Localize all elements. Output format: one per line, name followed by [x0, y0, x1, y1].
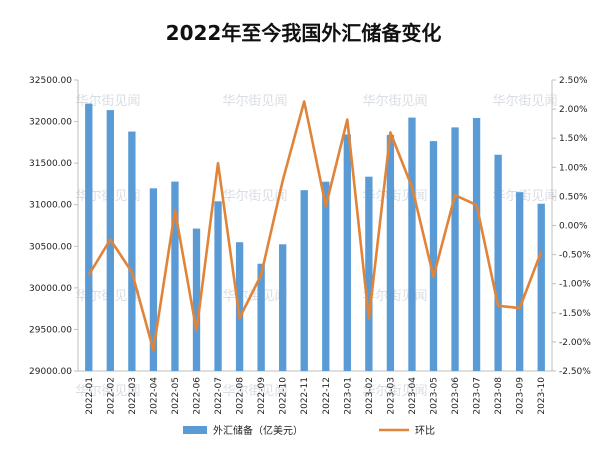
- x-tick-label: 2023-03: [386, 377, 396, 415]
- bar: [322, 181, 330, 371]
- watermark-text: 华尔街见闻: [492, 94, 557, 109]
- x-tick-label: 2022-01: [85, 377, 95, 415]
- x-tick-label: 2023-06: [451, 377, 461, 415]
- x-tick-label: 2022-09: [257, 377, 267, 415]
- bar: [516, 192, 524, 371]
- watermark-text: 华尔街见闻: [222, 384, 287, 399]
- y-right-tick-label: 0.00%: [559, 222, 588, 232]
- x-tick-label: 2022-07: [214, 377, 224, 415]
- x-tick-label: 2023-02: [365, 377, 375, 415]
- bar: [343, 134, 351, 371]
- watermark-text: 华尔街见闻: [492, 189, 557, 204]
- bar: [85, 103, 93, 371]
- y-right-tick-label: -2.00%: [559, 338, 591, 348]
- y-right-tick-label: 2.50%: [559, 76, 588, 86]
- legend-label-bar: 外汇储备（亿美元）: [213, 424, 303, 437]
- y-left-tick-label: 29500.00: [29, 325, 72, 335]
- bar: [171, 181, 179, 371]
- bar: [235, 242, 244, 371]
- y-left-tick-label: 30000.00: [29, 284, 72, 294]
- watermark-text: 华尔街见闻: [75, 384, 140, 399]
- y-left-tick-label: 32000.00: [29, 118, 72, 128]
- y-right-tick-label: -1.50%: [559, 309, 591, 319]
- watermark-text: 华尔街见闻: [222, 94, 287, 109]
- y-left-tick-label: 31500.00: [29, 159, 72, 169]
- watermark-text: 华尔街见闻: [362, 94, 427, 109]
- y-right-tick-label: 1.50%: [559, 134, 588, 144]
- bar: [279, 244, 287, 371]
- x-tick-label: 2023-05: [430, 377, 440, 415]
- bar: [386, 134, 395, 371]
- bars-layer: [85, 103, 545, 372]
- series-line: [87, 100, 543, 352]
- x-tick-label: 2023-10: [537, 377, 547, 415]
- line-layer: [87, 100, 543, 352]
- x-tick-label: 2023-01: [343, 377, 353, 415]
- y-right-tick-label: 0.50%: [559, 192, 588, 202]
- bar: [257, 263, 265, 371]
- x-tick-label: 2022-08: [236, 377, 246, 415]
- bar: [192, 228, 201, 371]
- y-left-tick-label: 30500.00: [29, 242, 72, 252]
- y-left-tick-label: 29000.00: [29, 367, 72, 377]
- x-tick-label: 2022-03: [128, 377, 138, 415]
- y-right-tick-label: 2.00%: [559, 105, 588, 115]
- legend: 外汇储备（亿美元） 环比: [183, 424, 435, 437]
- x-tick-label: 2023-09: [516, 377, 526, 415]
- bar: [408, 117, 416, 372]
- chart-title: 2022年至今我国外汇储备变化: [166, 21, 442, 45]
- bar: [300, 190, 308, 371]
- watermark-text: 华尔街见闻: [362, 384, 427, 399]
- x-tick-label: 2022-11: [300, 377, 310, 415]
- x-tick-label: 2022-10: [279, 377, 289, 415]
- credit-watermark: 知乎 @解开观商: [460, 420, 555, 436]
- x-tick-label: 2022-05: [171, 377, 181, 415]
- bar: [128, 131, 136, 371]
- bar: [494, 154, 502, 371]
- y-right-tick-label: -0.50%: [559, 251, 591, 261]
- x-tick-label: 2023-04: [408, 377, 418, 415]
- x-tick-label: 2022-02: [106, 377, 116, 415]
- y-right-tick-label: -2.50%: [559, 367, 591, 377]
- bar: [451, 127, 459, 372]
- bar: [365, 176, 373, 371]
- y-left-tick-label: 32500.00: [29, 76, 72, 86]
- x-tick-label: 2022-12: [322, 377, 332, 415]
- x-tick-label: 2023-07: [473, 377, 483, 415]
- legend-swatch-bar: [183, 426, 207, 434]
- bar: [537, 203, 545, 371]
- bar: [149, 188, 158, 371]
- bar: [429, 141, 438, 371]
- x-tick-label: 2023-08: [494, 377, 504, 415]
- bar: [472, 117, 481, 372]
- y-right-tick-label: 1.00%: [559, 163, 588, 173]
- bar: [214, 201, 222, 371]
- legend-label-line: 环比: [415, 425, 435, 437]
- x-tick-label: 2022-06: [193, 377, 203, 415]
- x-axis-labels: 2022-01 2022-02 2022-03 2022-04 2022-05 2022-…: [85, 377, 547, 415]
- y-left-tick-label: 31000.00: [29, 201, 72, 211]
- watermark-text: 华尔街见闻: [222, 189, 287, 204]
- x-tick-label: 2022-04: [149, 377, 159, 415]
- y-right-tick-label: -1.00%: [559, 280, 591, 290]
- watermark-text: 华尔街见闻: [222, 289, 287, 304]
